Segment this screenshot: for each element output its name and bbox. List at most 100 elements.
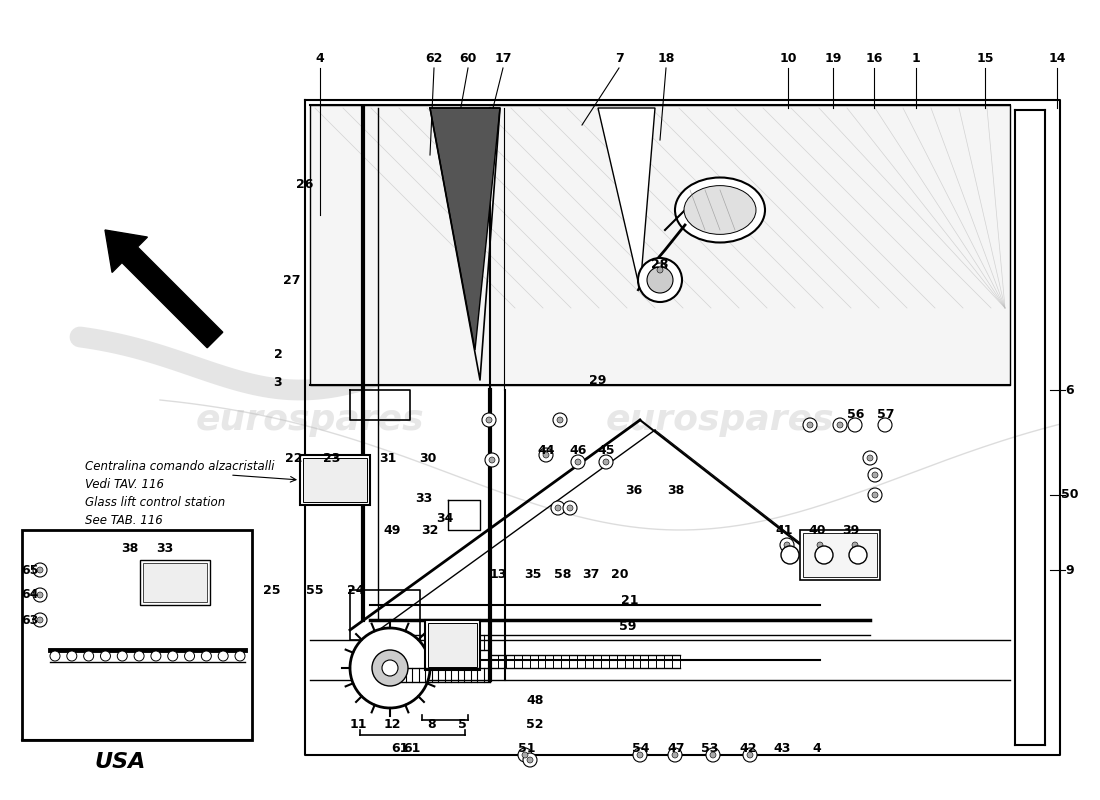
Circle shape <box>563 501 578 515</box>
Text: 57: 57 <box>878 409 894 422</box>
Circle shape <box>872 492 878 498</box>
Polygon shape <box>598 108 654 290</box>
Text: 13: 13 <box>490 569 507 582</box>
Text: eurospares: eurospares <box>606 403 834 437</box>
Text: 43: 43 <box>773 742 791 754</box>
Bar <box>425 620 480 670</box>
Circle shape <box>852 542 858 548</box>
Circle shape <box>167 651 178 661</box>
Text: 5: 5 <box>458 718 466 730</box>
Text: 30: 30 <box>419 451 437 465</box>
Circle shape <box>638 258 682 302</box>
Circle shape <box>522 753 537 767</box>
Text: 44: 44 <box>537 443 554 457</box>
Circle shape <box>868 468 882 482</box>
Circle shape <box>742 748 757 762</box>
Circle shape <box>522 752 528 758</box>
Text: 58: 58 <box>554 569 572 582</box>
Text: 38: 38 <box>668 483 684 497</box>
Text: 47: 47 <box>668 742 684 754</box>
Text: 52: 52 <box>526 718 543 730</box>
Circle shape <box>747 752 754 758</box>
Text: 59: 59 <box>619 619 637 633</box>
Circle shape <box>872 472 878 478</box>
Text: 14: 14 <box>1048 51 1066 65</box>
Circle shape <box>849 546 867 564</box>
Circle shape <box>134 651 144 661</box>
Text: 64: 64 <box>21 589 38 602</box>
Bar <box>302 458 367 502</box>
Text: 1: 1 <box>912 51 921 65</box>
Text: 2: 2 <box>274 349 283 362</box>
Circle shape <box>482 413 496 427</box>
Text: 65: 65 <box>21 563 38 577</box>
Text: 10: 10 <box>779 51 796 65</box>
Circle shape <box>653 263 667 277</box>
Circle shape <box>878 418 892 432</box>
Text: 23: 23 <box>323 451 341 465</box>
Text: 34: 34 <box>437 511 453 525</box>
Circle shape <box>37 592 43 598</box>
Circle shape <box>557 417 563 423</box>
Circle shape <box>151 651 161 661</box>
Text: 50: 50 <box>1062 489 1079 502</box>
Text: 31: 31 <box>379 451 397 465</box>
Circle shape <box>486 417 492 423</box>
Circle shape <box>33 563 47 577</box>
Text: 55: 55 <box>306 583 323 597</box>
Polygon shape <box>430 108 500 350</box>
Circle shape <box>813 538 827 552</box>
Circle shape <box>67 651 77 661</box>
Circle shape <box>867 455 873 461</box>
Circle shape <box>672 752 678 758</box>
Circle shape <box>100 651 110 661</box>
Bar <box>22 530 252 740</box>
Circle shape <box>848 418 862 432</box>
Text: 29: 29 <box>590 374 607 386</box>
Ellipse shape <box>684 186 756 234</box>
Circle shape <box>84 651 94 661</box>
Circle shape <box>37 567 43 573</box>
Circle shape <box>668 748 682 762</box>
Text: 4: 4 <box>316 51 324 65</box>
Text: 17: 17 <box>494 51 512 65</box>
Circle shape <box>647 267 673 293</box>
Circle shape <box>539 448 553 462</box>
Text: 51: 51 <box>518 742 536 754</box>
Text: 33: 33 <box>156 542 174 554</box>
Text: 41: 41 <box>776 523 793 537</box>
Text: 39: 39 <box>843 523 859 537</box>
Text: Centralina comando alzacristalli
Vedi TAV. 116
Glass lift control station
See TA: Centralina comando alzacristalli Vedi TA… <box>85 460 275 527</box>
Text: 42: 42 <box>739 742 757 754</box>
Text: 54: 54 <box>632 742 650 754</box>
Circle shape <box>372 650 408 686</box>
Circle shape <box>637 752 644 758</box>
Circle shape <box>657 267 663 273</box>
Text: 48: 48 <box>526 694 543 706</box>
Bar <box>300 455 370 505</box>
Text: 40: 40 <box>808 523 826 537</box>
Circle shape <box>833 418 847 432</box>
Circle shape <box>632 748 647 762</box>
Text: 53: 53 <box>702 742 718 754</box>
Text: 8: 8 <box>428 718 437 730</box>
Text: 4: 4 <box>813 742 822 754</box>
Circle shape <box>490 457 495 463</box>
Circle shape <box>781 546 799 564</box>
Circle shape <box>485 453 499 467</box>
Text: 49: 49 <box>383 523 400 537</box>
Circle shape <box>382 660 398 676</box>
Text: 28: 28 <box>651 258 669 271</box>
Text: 36: 36 <box>626 483 642 497</box>
Circle shape <box>566 505 573 511</box>
Text: 21: 21 <box>621 594 639 606</box>
Text: 62: 62 <box>426 51 442 65</box>
Circle shape <box>803 418 817 432</box>
Circle shape <box>185 651 195 661</box>
Bar <box>800 530 880 580</box>
Circle shape <box>807 422 813 428</box>
Text: 38: 38 <box>121 542 139 554</box>
Circle shape <box>710 752 716 758</box>
Text: 46: 46 <box>570 443 586 457</box>
Bar <box>310 105 1010 385</box>
